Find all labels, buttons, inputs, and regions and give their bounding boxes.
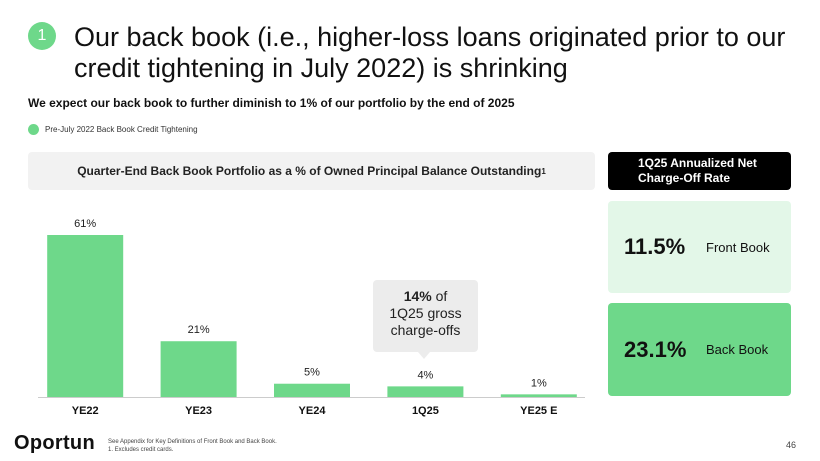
legend-label: Pre-July 2022 Back Book Credit Tightenin… [45, 125, 198, 134]
data-label: 61% [74, 218, 96, 230]
bar-ye24 [274, 383, 350, 397]
front-book-rate: 11.5% [624, 234, 686, 259]
front-book-card: 11.5% Front Book [608, 201, 791, 293]
footnote-appendix: See Appendix for Key Definitions of Fron… [108, 439, 277, 445]
x-tick-label: YE23 [185, 405, 212, 417]
callout-line-2: 1Q25 gross [389, 305, 462, 321]
callout-percent: 14% [403, 288, 432, 304]
chart-title-footnote: 1 [541, 166, 546, 176]
x-tick-label: YE25 E [520, 405, 557, 417]
slide-subtitle: We expect our back book to further dimin… [28, 96, 515, 110]
slide-number-badge: 1 [28, 22, 56, 50]
callout-of: of [435, 288, 448, 304]
slide-title: Our back book (i.e., higher-loss loans o… [74, 22, 786, 83]
callout-line-3: charge-offs [390, 322, 461, 338]
footnotes: See Appendix for Key Definitions of Fron… [108, 438, 277, 454]
data-label: 4% [417, 369, 433, 381]
bar-ye25-e [500, 394, 577, 397]
bar-ye23 [160, 341, 237, 397]
x-tick-label: YE24 [299, 405, 327, 417]
back-book-card: 23.1% Back Book [608, 303, 791, 396]
bar-1q25 [387, 386, 464, 397]
data-label: 5% [304, 367, 320, 379]
oportun-logo: Oportun [14, 432, 95, 454]
callout-line-1: 14% of [373, 288, 478, 305]
chart-legend: Pre-July 2022 Back Book Credit Tightenin… [28, 124, 198, 135]
net-chargeoff-header: 1Q25 Annualized Net Charge-Off Rate [608, 152, 791, 190]
data-label: 21% [188, 324, 210, 336]
back-book-label: Back Book [706, 342, 769, 357]
chart-title: Quarter-End Back Book Portfolio as a % o… [28, 152, 595, 190]
footnote-credit-cards: 1. Excludes credit cards. [108, 447, 174, 453]
x-tick-label: 1Q25 [412, 405, 439, 417]
front-book-label: Front Book [706, 239, 770, 255]
chart-title-text: Quarter-End Back Book Portfolio as a % o… [77, 164, 542, 178]
page-number: 46 [786, 440, 797, 450]
legend-swatch-icon [28, 124, 39, 135]
gross-chargeoff-callout: 14% of 1Q25 gross charge-offs [373, 280, 478, 352]
x-tick-label: YE22 [72, 405, 99, 417]
bar-chart: 61% YE22 21% YE23 5% YE24 4% 1Q25 1% YE25 E [38, 218, 585, 417]
callout-pointer [418, 352, 430, 359]
data-label: 1% [531, 377, 547, 389]
back-book-rate: 23.1% [624, 336, 687, 362]
bar-ye22 [47, 235, 124, 397]
